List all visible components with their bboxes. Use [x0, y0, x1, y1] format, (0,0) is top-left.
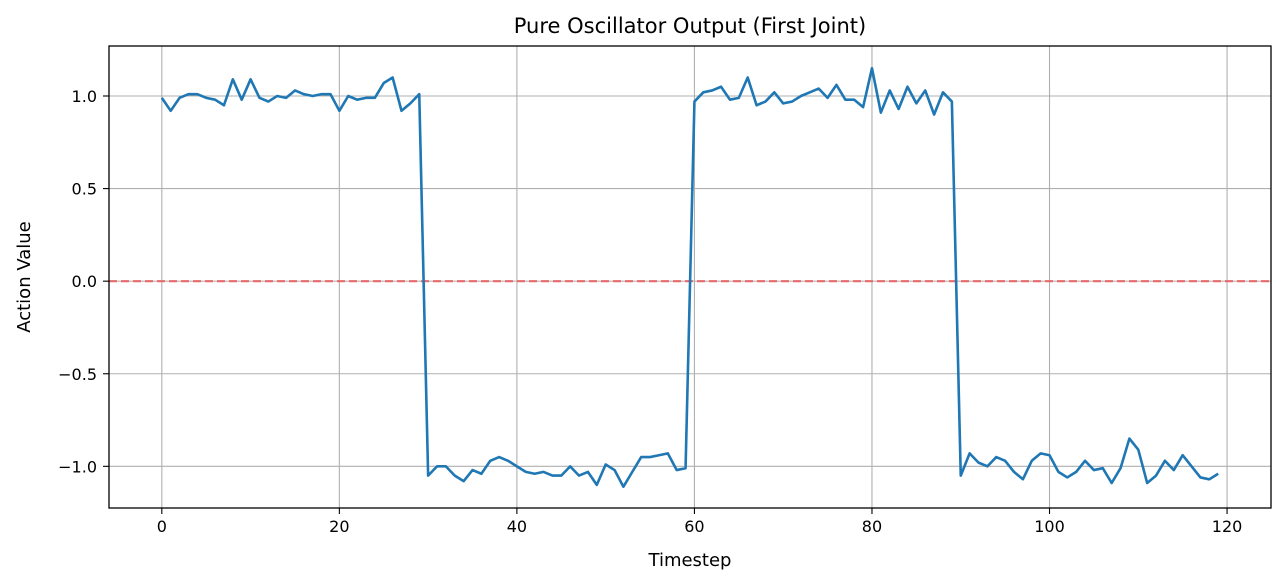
plot-area-frame [108, 45, 1272, 509]
x-tick-label: 20 [329, 517, 349, 536]
x-tick-label: 100 [1034, 517, 1065, 536]
y-tick-label: 0.5 [72, 180, 97, 199]
x-tick-label: 80 [862, 517, 882, 536]
y-axis-ticks: 1.0 0.5 0.0 −0.5 −1.0 [58, 87, 109, 476]
series-line [160, 66, 1219, 489]
y-tick-label: 0.0 [72, 272, 97, 291]
x-axis-title: Timestep [648, 550, 732, 571]
y-tick-label: −1.0 [58, 457, 97, 476]
x-axis-ticks: 0 20 40 60 80 100 120 [157, 508, 1243, 536]
x-tick-label: 60 [684, 517, 704, 536]
x-tick-label: 0 [157, 517, 167, 536]
chart-title: Pure Oscillator Output (First Joint) [514, 14, 866, 38]
y-axis-title: Action Value [14, 221, 35, 333]
grid [109, 46, 1271, 508]
y-tick-label: 1.0 [72, 87, 97, 106]
x-tick-label: 120 [1212, 517, 1243, 536]
y-tick-label: −0.5 [58, 365, 97, 384]
x-tick-label: 40 [507, 517, 527, 536]
